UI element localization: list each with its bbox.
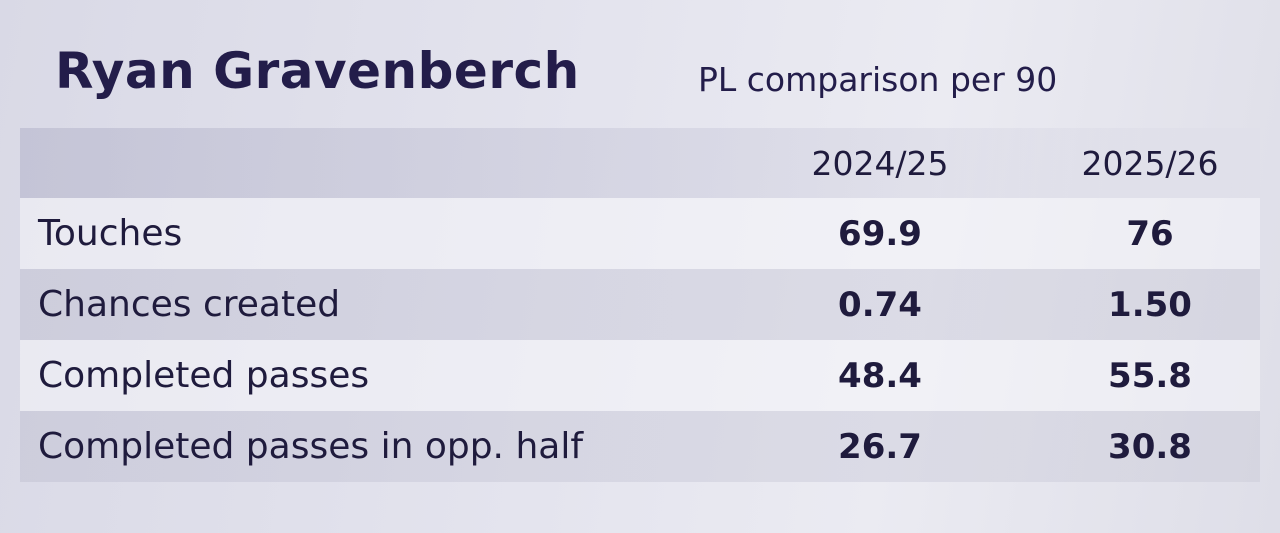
subtitle: PL comparison per 90 — [698, 60, 1058, 99]
cell-value: 69.9 — [838, 213, 922, 254]
row-label: Completed passes — [38, 355, 370, 396]
table-row: Touches 69.9 76 — [20, 198, 1260, 269]
cell-value: 76 — [1126, 213, 1174, 254]
cell-value: 30.8 — [1108, 426, 1192, 467]
title: Ryan Gravenberch — [55, 42, 580, 100]
column-header: 2024/25 — [811, 143, 949, 183]
row-label: Touches — [38, 213, 183, 254]
cell-value: 48.4 — [838, 355, 922, 396]
cell-value: 26.7 — [838, 426, 922, 467]
row-label: Chances created — [38, 284, 341, 325]
table-row: Completed passes in opp. half 26.7 30.8 — [20, 411, 1260, 482]
table-row: Completed passes 48.4 55.8 — [20, 340, 1260, 411]
cell-value: 0.74 — [838, 284, 922, 325]
column-header: 2025/26 — [1081, 143, 1219, 183]
header-row: 2024/25 2025/26 — [20, 128, 1260, 198]
row-label: Completed passes in opp. half — [38, 426, 583, 467]
table-row: Chances created 0.74 1.50 — [20, 269, 1260, 340]
cell-value: 55.8 — [1108, 355, 1192, 396]
cell-value: 1.50 — [1108, 284, 1192, 325]
